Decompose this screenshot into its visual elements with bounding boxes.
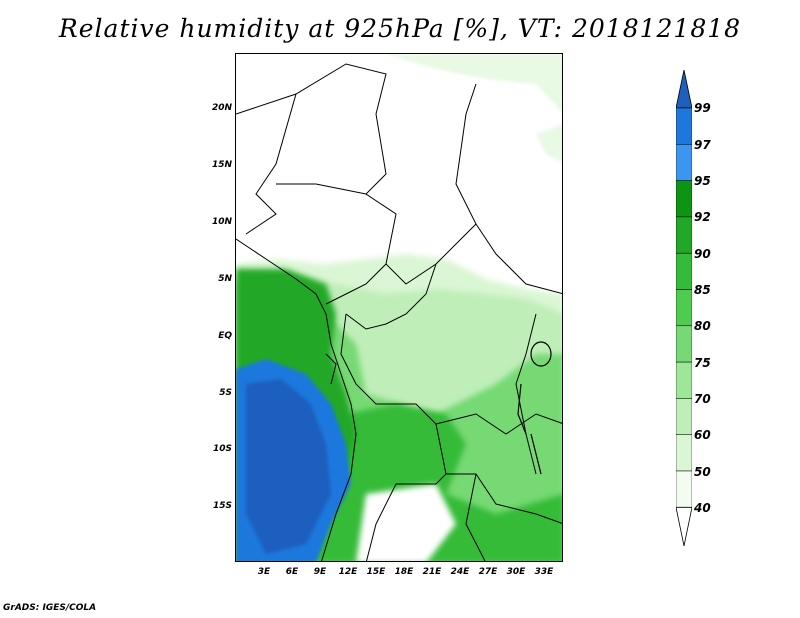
colorbar-top-arrow	[676, 70, 692, 109]
colorbar-label-70: 70	[694, 392, 711, 406]
colorbar-label-97: 97	[694, 138, 711, 152]
lat-label-15s: 15S	[212, 501, 232, 511]
country-borders	[236, 63, 562, 561]
lat-label-eq: EQ	[218, 331, 232, 341]
colorbar-segment	[676, 470, 692, 508]
colorbar-segment	[676, 144, 692, 181]
dry-zone-south	[356, 484, 456, 561]
colorbar-bottom-arrow	[676, 506, 692, 546]
colorbar-label-80: 80	[694, 319, 711, 333]
colorbar-segment	[676, 325, 692, 363]
lon-label-15e: 15E	[366, 567, 386, 577]
chart-title: Relative humidity at 925hPa [%], VT: 201…	[58, 14, 742, 43]
colorbar-label-85: 85	[694, 283, 711, 297]
colorbar-label-92: 92	[694, 210, 711, 224]
colorbar-label-75: 75	[694, 356, 711, 370]
humidity-field-north-light	[386, 54, 562, 112]
credit-text: GrADS: IGES/COLA	[3, 603, 97, 613]
lon-label-33e: 33E	[534, 567, 554, 577]
lat-label-20n: 20N	[211, 103, 232, 113]
lakes	[517, 341, 552, 475]
colorbar-segment	[676, 216, 692, 254]
humidity-field-ocean-99	[246, 379, 331, 554]
lon-label-21e: 21E	[422, 567, 442, 577]
lon-label-24e: 24E	[450, 567, 470, 577]
colorbar	[676, 70, 692, 546]
lon-label-9e: 9E	[313, 567, 327, 577]
lon-label-18e: 18E	[394, 567, 414, 577]
humidity-map	[236, 54, 562, 561]
colorbar-segment	[676, 180, 692, 218]
lat-label-10n: 10N	[211, 217, 232, 227]
colorbar-label-95: 95	[694, 174, 711, 188]
colorbar-segment	[676, 289, 692, 327]
colorbar-segment	[676, 434, 692, 472]
lat-label-10s: 10S	[212, 444, 232, 454]
lon-label-30e: 30E	[506, 567, 526, 577]
map-panel	[235, 53, 563, 562]
colorbar-label-60: 60	[694, 428, 711, 442]
colorbar-segment	[676, 252, 692, 290]
colorbar-label-99: 99	[694, 101, 711, 115]
lat-label-5n: 5N	[218, 274, 232, 284]
lon-label-27e: 27E	[478, 567, 498, 577]
colorbar-label-50: 50	[694, 465, 711, 479]
colorbar-segment	[676, 398, 692, 435]
lon-label-3e: 3E	[257, 567, 271, 577]
humidity-field-east-light	[536, 124, 562, 163]
colorbar-segment	[676, 361, 692, 399]
lat-label-15n: 15N	[211, 160, 232, 170]
colorbar-label-90: 90	[694, 247, 711, 261]
coastline	[236, 238, 357, 561]
colorbar-segment	[676, 107, 692, 145]
colorbar-label-40: 40	[694, 501, 711, 515]
lon-label-12e: 12E	[338, 567, 358, 577]
lat-label-5s: 5S	[219, 388, 232, 398]
lon-label-6e: 6E	[285, 567, 299, 577]
